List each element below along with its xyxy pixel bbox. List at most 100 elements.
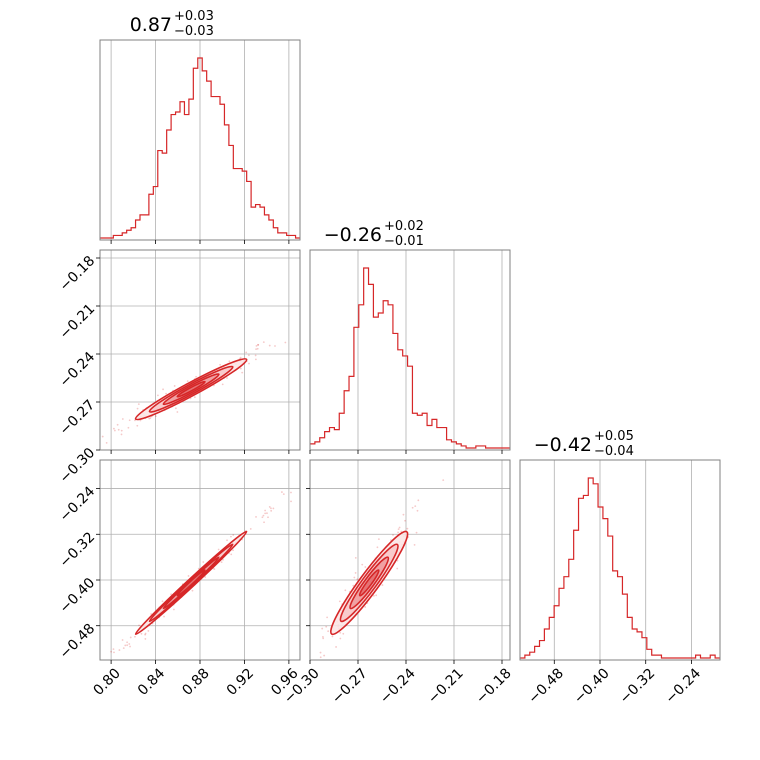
sample-point bbox=[94, 445, 96, 447]
hist-panel-3: −0.42 +0.05−0.04 bbox=[519, 429, 721, 661]
sample-point bbox=[121, 418, 124, 420]
sample-point bbox=[101, 435, 104, 438]
sample-point bbox=[247, 354, 250, 357]
sample-point bbox=[129, 636, 132, 639]
sample-point bbox=[281, 491, 283, 493]
x-tick-label: 0.88 bbox=[179, 665, 212, 698]
sample-point bbox=[249, 528, 252, 530]
x-tick-label: −0.18 bbox=[473, 665, 515, 707]
sample-point bbox=[193, 396, 196, 399]
sample-point bbox=[254, 354, 257, 357]
x-tick-label: 0.92 bbox=[224, 665, 257, 698]
sample-point bbox=[239, 367, 242, 370]
param-title-value: −0.26 bbox=[324, 224, 382, 246]
sample-point bbox=[373, 594, 375, 597]
param-title-minus: −0.03 bbox=[174, 24, 214, 39]
y-tick-label: −0.21 bbox=[57, 301, 99, 343]
sample-point bbox=[264, 512, 267, 515]
sample-point bbox=[173, 385, 176, 387]
sample-point bbox=[270, 509, 273, 512]
sample-point bbox=[268, 506, 271, 508]
sample-point bbox=[262, 341, 265, 344]
sample-point bbox=[126, 644, 129, 647]
sample-point bbox=[335, 646, 337, 648]
sample-point bbox=[411, 506, 414, 509]
sample-point bbox=[230, 535, 232, 538]
sample-point bbox=[254, 358, 257, 361]
sample-point bbox=[338, 600, 341, 603]
sample-point bbox=[144, 638, 147, 640]
x-tick-label: −0.32 bbox=[617, 665, 659, 707]
sample-point bbox=[118, 649, 121, 651]
sample-point bbox=[117, 428, 120, 431]
sample-point bbox=[129, 645, 131, 648]
x-tick-label: −0.40 bbox=[571, 665, 613, 707]
param-title-plus: +0.05 bbox=[594, 429, 634, 444]
sample-point bbox=[230, 553, 233, 556]
sample-point bbox=[364, 566, 367, 568]
sample-point bbox=[396, 559, 399, 562]
sample-point bbox=[163, 615, 165, 618]
sample-point bbox=[139, 419, 142, 422]
sample-point bbox=[361, 563, 364, 566]
sample-point bbox=[353, 576, 356, 579]
sample-point bbox=[322, 637, 325, 640]
sample-point bbox=[165, 392, 167, 395]
y-tick-label: −0.24 bbox=[57, 483, 99, 525]
sample-point bbox=[402, 513, 405, 516]
sample-point bbox=[415, 531, 418, 534]
sample-point bbox=[187, 575, 190, 577]
sample-point bbox=[255, 516, 257, 518]
sample-point bbox=[239, 356, 242, 359]
sample-point bbox=[290, 500, 292, 503]
sample-point bbox=[186, 380, 189, 383]
sample-point bbox=[397, 531, 399, 534]
hist-panel-2: −0.26 +0.02−0.01 bbox=[309, 219, 511, 451]
sample-point bbox=[398, 526, 401, 529]
sample-point bbox=[134, 635, 136, 638]
sample-point bbox=[255, 348, 257, 351]
sample-point bbox=[314, 469, 316, 471]
panel-contents bbox=[88, 250, 300, 450]
sample-point bbox=[36, 720, 38, 722]
y-tick-label: −0.40 bbox=[57, 575, 99, 617]
sample-point bbox=[172, 608, 175, 611]
sample-point bbox=[339, 631, 342, 634]
sample-point bbox=[272, 507, 275, 510]
sample-point bbox=[157, 394, 159, 397]
sample-point bbox=[325, 625, 328, 628]
sample-point bbox=[176, 411, 179, 413]
sample-point bbox=[113, 651, 115, 654]
sample-point bbox=[304, 665, 306, 667]
x-tick-label: −0.21 bbox=[425, 665, 467, 707]
sample-point bbox=[323, 654, 326, 657]
sample-point bbox=[226, 539, 228, 542]
sample-point bbox=[274, 345, 276, 347]
sample-point bbox=[319, 656, 322, 659]
sample-point bbox=[417, 499, 420, 502]
panel-frame bbox=[519, 459, 721, 661]
sample-point bbox=[88, 436, 90, 438]
param-title-plus: +0.02 bbox=[384, 219, 424, 234]
contour-panel-3 bbox=[304, 459, 511, 667]
sample-point bbox=[396, 567, 399, 570]
sample-point bbox=[392, 534, 394, 536]
y-tick-label: −0.32 bbox=[57, 529, 99, 571]
sample-point bbox=[266, 512, 268, 515]
sample-point bbox=[174, 407, 177, 410]
sample-point bbox=[134, 419, 136, 422]
sample-point bbox=[282, 493, 285, 495]
sample-point bbox=[344, 589, 347, 592]
sample-point bbox=[339, 637, 342, 640]
sample-point bbox=[126, 641, 129, 644]
sample-point bbox=[195, 375, 198, 378]
sample-point bbox=[161, 600, 164, 603]
sample-point bbox=[220, 561, 223, 564]
contour-level bbox=[176, 569, 206, 597]
x-tick-label: 0.84 bbox=[135, 665, 168, 698]
y-tick-label: −0.24 bbox=[57, 349, 99, 391]
sample-point bbox=[321, 627, 324, 630]
sample-point bbox=[406, 527, 409, 530]
panel-contents bbox=[304, 460, 510, 667]
